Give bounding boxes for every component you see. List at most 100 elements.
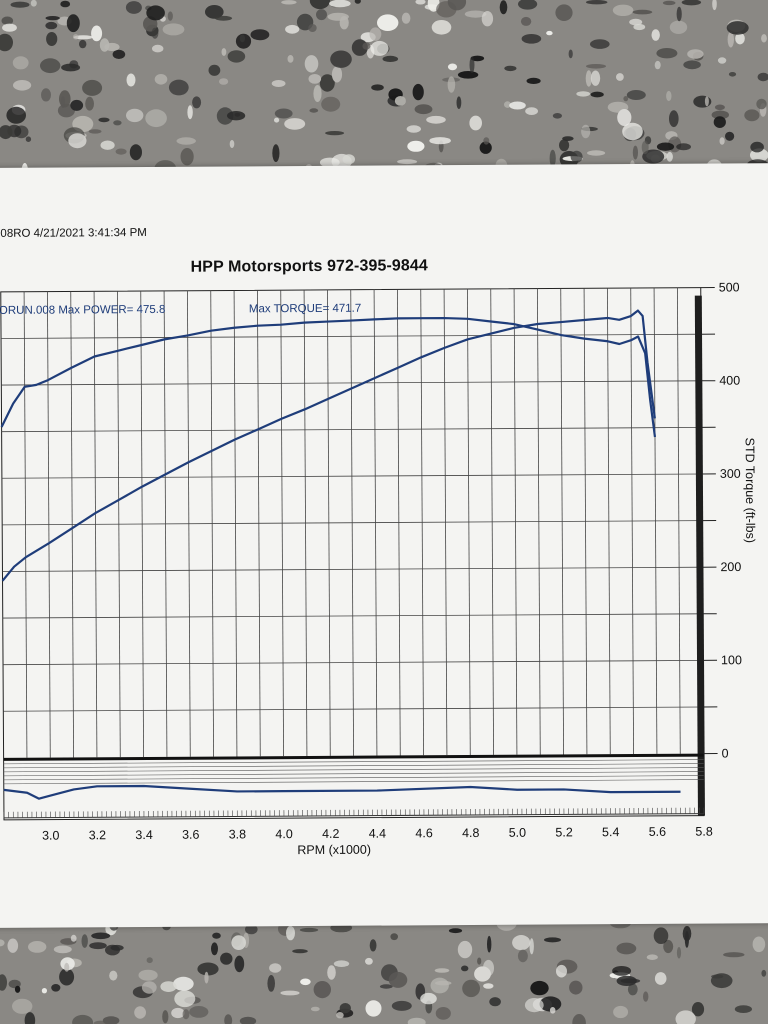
granite-speck [221,48,227,56]
granite-speck [211,942,218,956]
granite-speck [711,974,724,979]
granite-speck [757,72,768,82]
granite-speck [0,125,13,140]
granite-speck [308,24,317,32]
granite-speck [369,27,382,41]
granite-speck [102,1016,120,1024]
granite-speck [448,928,463,934]
granite-speck [14,985,21,993]
granite-speck [234,955,245,973]
granite-speck [586,0,608,5]
granite-speck [391,1000,412,1011]
granite-speck [735,32,745,45]
granite-speck [390,933,399,941]
granite-speck [41,88,51,102]
granite-speck [321,96,341,112]
granite-speck [691,1002,705,1017]
granite-speck [576,91,591,97]
granite-speck [462,979,480,998]
y-tick-label: 0 [722,746,729,760]
granite-speck [336,1012,344,1019]
granite-speck [750,141,764,153]
granite-speck [180,148,194,166]
granite-speck [105,944,120,956]
granite-speck [429,137,451,145]
granite-speck [407,140,425,152]
granite-speck [434,968,450,973]
granite-speck [162,1010,169,1024]
granite-speck [69,60,79,69]
granite-speck [415,0,426,5]
granite-speck [717,57,727,64]
granite-speck [331,66,343,83]
granite-speck [173,976,194,991]
granite-speck [272,144,280,163]
granite-speck [728,72,737,77]
granite-speck [675,1010,696,1024]
granite-speck [227,50,246,63]
granite-speck [162,23,185,36]
granite-speck [182,1009,190,1020]
granite-speck [53,945,72,954]
granite-speck [300,978,311,986]
horizontal-gridline [2,520,703,526]
granite-speck [145,109,167,128]
granite-speck [752,936,766,953]
granite-speck [397,159,418,165]
x-tick-label: 3.6 [182,828,200,842]
granite-speck [568,49,573,59]
lower-band-line [3,775,704,781]
granite-speck [174,990,196,1008]
granite-speck [431,20,452,35]
granite-speck [407,1017,426,1024]
granite-speck [504,65,517,72]
x-tick-label: 3.4 [135,828,153,842]
granite-speck [585,70,592,87]
granite-speck [271,80,286,87]
granite-speck [342,154,355,165]
granite-speck [274,117,280,123]
granite-speck [231,935,246,950]
granite-speck [66,14,80,33]
granite-speck [520,16,532,26]
granite-speck [60,0,71,8]
granite-speck [469,56,475,74]
granite-speck [517,949,528,963]
granite-speck [570,150,583,163]
horizontal-gridline [2,613,703,619]
granite-speck [113,120,122,126]
granite-speck [524,998,544,1013]
granite-speck [414,104,433,115]
granite-speck [719,137,725,145]
granite-speck [134,1006,147,1019]
granite-speck [377,14,399,31]
granite-speck [653,927,669,944]
horizontal-gridline [1,473,702,479]
granite-speck [0,33,13,52]
x-tick-label: 3.0 [42,829,60,843]
x-tick-label: 5.8 [695,825,713,839]
max-power-annotation: ORUN.008 Max POWER= 475.8 [0,304,165,317]
granite-speck [85,96,94,111]
granite-speck [160,981,177,992]
granite-speck [435,980,452,986]
granite-speck [59,968,75,986]
granite-speck [325,131,345,136]
granite-speck [569,980,583,995]
granite-speck [406,125,421,133]
granite-speck [141,981,157,994]
granite-speck [99,38,110,52]
granite-speck [726,21,749,35]
granite-speck [464,10,487,18]
granite-speck [330,50,352,68]
grid-layer [0,287,718,821]
granite-speck [280,990,300,996]
x-tick-label: 4.8 [462,826,480,840]
granite-speck [612,4,634,16]
granite-speck [626,90,646,100]
granite-speck [154,74,168,85]
granite-speck [616,73,624,81]
granite-speck [129,144,142,161]
granite-speck [518,0,538,10]
granite-speck [683,60,701,70]
